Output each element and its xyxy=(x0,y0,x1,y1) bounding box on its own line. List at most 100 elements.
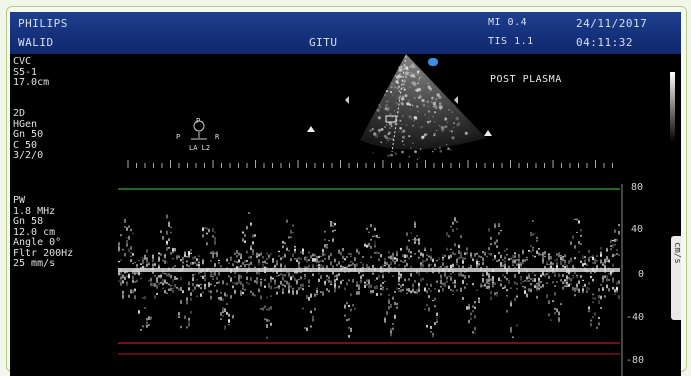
spectrum-pixel xyxy=(456,264,458,266)
speckle-dot xyxy=(372,152,374,154)
spectrum-pixel xyxy=(610,271,612,276)
spectrum-pixel xyxy=(266,258,268,260)
speckle-dot xyxy=(387,107,390,110)
spectrum-pixel xyxy=(436,312,438,316)
spectrum-pixel xyxy=(120,282,122,286)
speckle-dot xyxy=(432,98,434,100)
spectrum-pixel xyxy=(532,249,534,252)
spectrum-pixel xyxy=(606,250,608,252)
spectrum-pixel xyxy=(504,263,506,267)
spectrum-pixel xyxy=(546,273,548,275)
spectrum-pixel xyxy=(500,254,502,259)
spectrum-pixel xyxy=(414,237,416,241)
spectrum-pixel xyxy=(422,277,424,281)
spectrum-pixel xyxy=(462,274,464,277)
spectrum-pixel xyxy=(416,239,418,241)
spectrum-pixel xyxy=(164,272,166,275)
spectrum-pixel xyxy=(592,278,594,282)
spectrum-pixel xyxy=(194,256,196,259)
spectrum-pixel xyxy=(242,231,244,234)
spectrum-pixel xyxy=(602,277,604,280)
spectrum-pixel xyxy=(550,319,552,321)
spectrum-pixel xyxy=(366,279,368,283)
spectrum-pixel xyxy=(580,260,582,263)
spectrum-pixel xyxy=(452,263,454,268)
spectrum-pixel xyxy=(150,282,152,287)
spectrum-pixel xyxy=(488,286,490,290)
spectrum-pixel xyxy=(448,256,450,260)
spectrum-pixel xyxy=(408,257,410,259)
spectrum-pixel xyxy=(418,249,420,253)
spectrum-pixel xyxy=(142,297,144,299)
spectrum-pixel xyxy=(146,321,148,324)
spectrum-pixel xyxy=(348,253,350,255)
spectrum-pixel xyxy=(506,278,508,281)
spectrum-pixel xyxy=(580,275,582,278)
spectrum-pixel xyxy=(212,228,214,232)
spectrum-pixel xyxy=(440,274,442,279)
spectrum-pixel xyxy=(492,277,494,281)
spectrum-pixel xyxy=(284,242,286,244)
spectrum-pixel xyxy=(500,283,502,287)
spectrum-pixel xyxy=(296,280,298,285)
spectrum-pixel xyxy=(500,263,502,268)
speckle-dot xyxy=(434,97,438,101)
spectrum-pixel xyxy=(286,272,288,274)
spectrum-pixel xyxy=(370,292,372,295)
spectrum-pixel xyxy=(612,254,614,258)
speckle-dot xyxy=(412,142,414,145)
speckle-dot xyxy=(433,134,436,137)
spectrum-pixel xyxy=(514,282,516,284)
speckle-dot xyxy=(400,97,405,101)
spectrum-pixel xyxy=(264,266,266,270)
spectrum-pixel xyxy=(208,290,210,293)
spectrum-pixel xyxy=(356,291,358,295)
exam-date: 24/11/2017 xyxy=(576,17,648,30)
speckle-dot xyxy=(438,124,441,127)
speckle-dot xyxy=(400,123,403,126)
speckle-dot xyxy=(421,126,424,128)
speckle-dot xyxy=(377,128,381,133)
speckle-dot xyxy=(389,113,392,116)
spectrum-pixel xyxy=(180,277,182,281)
spectrum-pixel xyxy=(586,286,588,290)
spectrum-pixel xyxy=(366,244,368,248)
spectrum-pixel xyxy=(418,238,420,242)
spectrum-pixel xyxy=(584,259,586,263)
spectrum-pixel xyxy=(234,275,236,278)
spectrum-pixel xyxy=(456,261,458,264)
spectrum-pixel xyxy=(476,264,478,268)
speckle-dot xyxy=(388,137,391,140)
spectrum-pixel xyxy=(220,318,222,321)
spectrum-pixel xyxy=(356,284,358,287)
spectrum-pixel xyxy=(154,283,156,287)
spectrum-pixel xyxy=(334,222,336,226)
spectrum-pixel xyxy=(226,311,228,315)
spectrum-pixel xyxy=(328,255,330,258)
spectrum-pixel xyxy=(456,227,458,230)
spectrum-pixel xyxy=(396,258,398,262)
spectrum-pixel xyxy=(208,228,210,233)
spectrum-pixel xyxy=(588,306,590,310)
spectrum-pixel xyxy=(238,252,240,256)
spectrum-pixel xyxy=(230,277,232,281)
spectrum-pixel xyxy=(514,259,516,264)
speckle-dot xyxy=(409,74,411,77)
spectrum-pixel xyxy=(118,272,120,276)
spectrum-pixel xyxy=(550,256,552,260)
spectrum-pixel xyxy=(256,277,258,280)
spectrum-pixel xyxy=(264,285,266,288)
spectrum-pixel xyxy=(298,257,300,260)
spectrum-pixel xyxy=(530,233,532,237)
spectrum-pixel xyxy=(320,264,322,266)
spectrum-pixel xyxy=(134,272,136,276)
spectrum-pixel xyxy=(146,257,148,259)
spectrum-pixel xyxy=(376,293,378,296)
spectrum-pixel xyxy=(280,263,282,265)
spectrum-pixel xyxy=(402,289,404,292)
spectrum-pixel xyxy=(408,278,410,281)
speckle-dot xyxy=(427,82,429,85)
spectrum-pixel xyxy=(420,252,422,256)
speckle-dot xyxy=(380,128,384,131)
spectrum-pixel xyxy=(514,266,516,268)
